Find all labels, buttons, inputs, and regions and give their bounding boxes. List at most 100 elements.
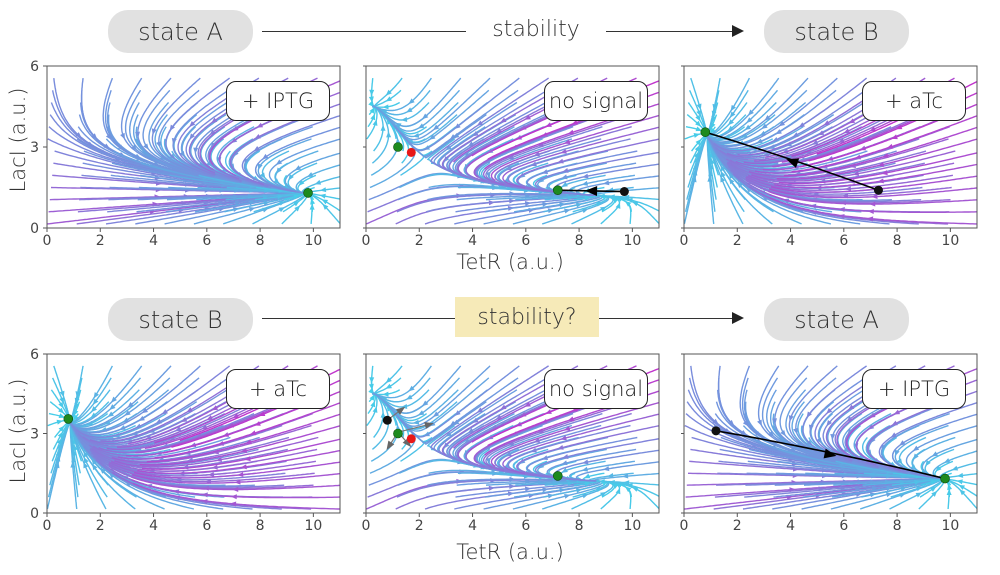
- stream-arrow: [406, 394, 413, 400]
- stream-arrow: [792, 132, 799, 138]
- stream-arrow: [571, 119, 579, 125]
- stream-arrow: [584, 195, 591, 201]
- stable-point: [393, 428, 403, 439]
- stream-arrow: [595, 487, 603, 493]
- stream-arrow: [174, 426, 182, 432]
- x-tick: 8: [893, 513, 902, 534]
- stream-arrow: [75, 132, 82, 138]
- perturbation-vector: [397, 423, 431, 433]
- stream-arrow: [93, 392, 99, 399]
- stream-arrow: [869, 412, 876, 418]
- stream-arrow: [385, 96, 392, 102]
- stream-arrow: [472, 131, 479, 137]
- stream-arrow: [92, 398, 99, 405]
- stream-arrow: [386, 405, 392, 412]
- x-tick: 10: [941, 513, 959, 534]
- stream-arrow: [294, 205, 301, 212]
- stream-arrow: [575, 202, 583, 208]
- stream-arrow: [432, 411, 440, 418]
- trajectory-arrow: [823, 448, 837, 459]
- stream-arrow: [890, 432, 897, 438]
- x-tick-label: 0: [362, 518, 371, 534]
- stream-arrow: [249, 430, 257, 436]
- stream-arrow: [138, 415, 145, 422]
- stream-arrow: [695, 120, 702, 127]
- x-tick-label: 2: [733, 233, 742, 249]
- unstable-point: [406, 434, 416, 444]
- streamline: [372, 365, 432, 399]
- stream-arrow: [56, 438, 62, 445]
- stream-arrow: [895, 124, 903, 130]
- x-tick: 8: [575, 513, 584, 534]
- stream-arrow: [567, 129, 575, 135]
- streamline: [47, 420, 72, 510]
- stream-arrow: [90, 406, 97, 413]
- y-tick-label: 3: [30, 140, 39, 156]
- stream-arrow: [75, 391, 81, 398]
- panel-5: 0 2 4 6 8 10: [362, 353, 660, 534]
- stream-arrow: [56, 419, 63, 425]
- x-tick-label: 0: [362, 233, 371, 249]
- stream-arrow: [509, 476, 516, 482]
- stream-arrow: [386, 118, 392, 125]
- x-tick-label: 10: [304, 518, 322, 534]
- row2-to-state: state A: [764, 298, 909, 341]
- stream-arrow: [476, 120, 484, 126]
- stream-arrow: [951, 465, 959, 471]
- streamlines: [366, 365, 659, 510]
- stream-arrow: [72, 414, 79, 421]
- stream-arrow: [530, 161, 537, 167]
- stream-arrow: [253, 145, 260, 152]
- x-tick: 2: [733, 228, 742, 249]
- stream-arrow: [559, 202, 566, 208]
- stream-arrow: [869, 126, 877, 132]
- stream-arrow: [232, 413, 239, 419]
- x-tick: 0: [43, 513, 52, 534]
- stream-arrow: [694, 145, 700, 152]
- stream-arrow: [838, 138, 845, 143]
- stream-arrow: [561, 181, 568, 187]
- x-tick-label: 0: [43, 518, 52, 534]
- stream-arrow: [720, 170, 726, 178]
- stream-arrow: [583, 473, 591, 479]
- stream-arrow: [899, 440, 906, 446]
- x-tick: 8: [575, 228, 584, 249]
- x-tick: 0: [43, 228, 51, 249]
- streamline: [372, 77, 491, 141]
- stream-arrow: [369, 377, 375, 384]
- stream-arrow: [233, 150, 239, 157]
- row2-flow-arrowhead: [732, 312, 744, 324]
- stream-arrow: [131, 144, 138, 151]
- stream-arrow: [560, 148, 567, 154]
- stream-arrow: [559, 487, 566, 493]
- stream-arrow: [369, 89, 375, 96]
- stream-arrow: [467, 141, 475, 147]
- stream-arrow: [563, 139, 571, 145]
- x-tick: 0: [362, 513, 371, 534]
- x-tick: 8: [256, 513, 265, 534]
- stream-arrow: [234, 200, 242, 206]
- stream-arrow: [826, 420, 832, 427]
- x-tick-label: 10: [623, 518, 641, 534]
- stream-arrow: [57, 431, 63, 439]
- stream-arrow: [611, 197, 619, 204]
- stream-arrow: [500, 117, 507, 123]
- stream-arrow: [959, 489, 966, 496]
- stream-arrow: [877, 161, 885, 167]
- stream-arrow: [695, 139, 702, 146]
- stream-arrow: [485, 457, 491, 465]
- y-tick-label: 6: [30, 347, 39, 363]
- stream-arrow: [276, 167, 282, 174]
- x-tick-label: 4: [149, 233, 158, 249]
- trajectory-start-point: [873, 185, 883, 195]
- stream-arrow: [712, 418, 719, 425]
- stream-arrow: [956, 479, 963, 485]
- stream-arrow: [843, 128, 850, 134]
- stream-arrow: [232, 486, 239, 492]
- stream-arrow: [935, 465, 942, 472]
- stream-arrow: [564, 208, 571, 214]
- stream-arrow: [584, 481, 591, 487]
- stream-arrow: [755, 430, 762, 437]
- stream-arrow: [848, 118, 856, 124]
